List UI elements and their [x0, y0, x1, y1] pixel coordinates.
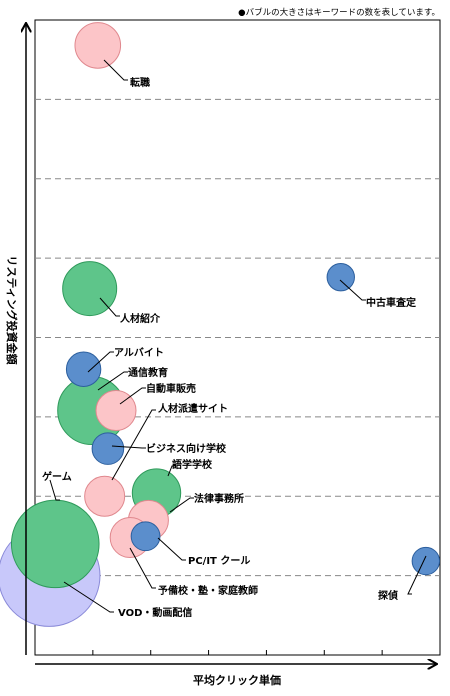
horizontal-gridlines: [35, 98, 440, 577]
bubble: [65, 351, 102, 387]
bubble-label: ビジネス向け学校: [146, 442, 227, 455]
bubble-label: 人材派遣サイト: [158, 402, 228, 415]
bubble: [74, 22, 122, 69]
x-axis-title: 平均クリック単価: [193, 673, 281, 687]
leader-line: [339, 279, 366, 301]
bubble: [95, 390, 137, 432]
leader-line: [157, 537, 186, 561]
bubbles: [0, 22, 441, 627]
bubble: [10, 499, 100, 589]
bubble: [130, 521, 161, 552]
bubble-label: 語学学校: [172, 458, 213, 471]
leader-line: [49, 479, 60, 501]
bubble-size-note: ●バブルの大きさはキーワードの数を表しています。: [238, 7, 440, 18]
bubble-label: 転職: [130, 76, 150, 89]
leader-line: [63, 581, 114, 613]
bubble-label: ゲーム: [42, 470, 72, 483]
bubble-label: 予備校・塾・家庭教師: [158, 584, 258, 597]
leader-line: [169, 497, 194, 513]
bubble-label: 法律事務所: [194, 492, 244, 505]
bubble: [84, 475, 126, 517]
bubble-label: 中古車査定: [366, 296, 416, 309]
leader-line: [97, 371, 128, 391]
leader-line: [111, 409, 156, 481]
leader-line: [87, 351, 114, 373]
bubble: [91, 432, 125, 465]
bubble-label: 探偵: [378, 589, 398, 602]
bubble-label: 人材紹介: [120, 312, 161, 325]
leader-line: [129, 547, 156, 589]
vertical-ticks: [92, 650, 383, 655]
leader-line: [103, 59, 128, 81]
bubble: [326, 262, 355, 292]
leader-line: [119, 387, 146, 405]
leader-lines: [49, 59, 427, 613]
leader-line: [407, 555, 427, 595]
bubble: [411, 546, 441, 576]
bubble-label: 自動車販売: [146, 382, 196, 395]
bubble-label: アルバイト: [114, 347, 164, 359]
leader-line: [99, 297, 120, 317]
leader-line: [111, 445, 146, 449]
y-axis-title: リスティング投資金額: [5, 255, 19, 364]
leader-line: [167, 465, 176, 477]
bubble-label: PC/IT クール: [188, 555, 250, 567]
bubble-label: 通信教育: [128, 366, 168, 379]
bubble-label: VOD・動画配信: [118, 606, 192, 619]
